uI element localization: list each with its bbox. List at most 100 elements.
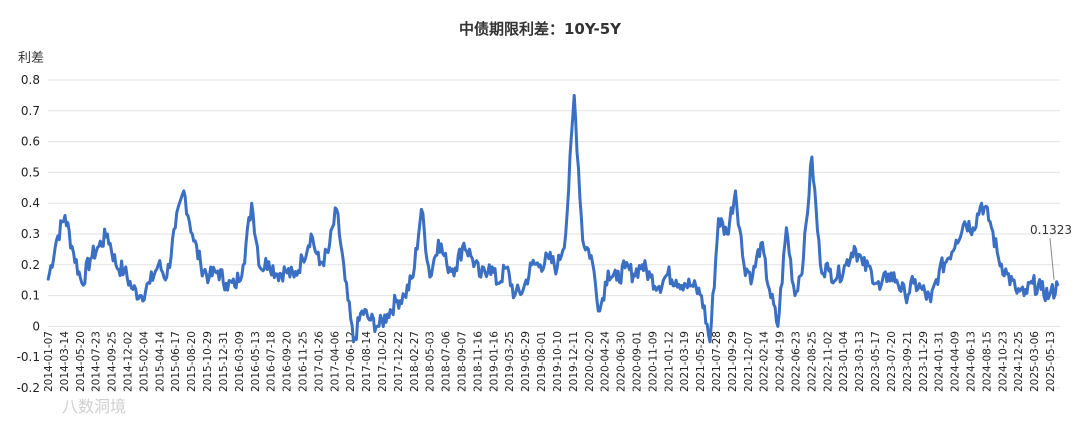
- x-tick-label: 2016-03-09: [234, 331, 246, 392]
- data-point: [964, 221, 966, 223]
- data-point: [879, 288, 881, 290]
- data-point: [166, 276, 168, 278]
- x-tick-label: 2023-01-04: [838, 331, 850, 392]
- data-point: [573, 94, 575, 96]
- x-tick-label: 2015-04-14: [154, 331, 166, 392]
- data-point: [378, 325, 380, 327]
- data-point: [675, 279, 677, 281]
- x-tick-label: 2019-12-11: [568, 331, 580, 392]
- data-point: [497, 282, 499, 284]
- data-point: [225, 282, 227, 284]
- x-tick-label: 2021-07-28: [711, 331, 723, 392]
- data-point: [429, 276, 431, 278]
- data-point: [386, 313, 389, 315]
- series-layer: [46, 93, 1060, 344]
- x-tick-label: 2021-01-12: [663, 331, 675, 392]
- x-tick-label: 2014-12-02: [123, 331, 135, 392]
- data-point: [904, 295, 906, 297]
- data-point: [234, 285, 236, 287]
- data-point: [641, 264, 643, 266]
- data-point: [1023, 295, 1025, 297]
- data-point: [913, 282, 915, 284]
- data-point: [599, 310, 601, 312]
- data-point: [310, 233, 312, 235]
- data-point: [981, 202, 983, 204]
- x-tick-label: 2023-09-21: [902, 331, 914, 392]
- x-tick-label: 2024-04-09: [950, 331, 962, 392]
- data-point: [1031, 282, 1034, 284]
- x-tick-label: 2018-05-03: [425, 331, 437, 392]
- data-point: [896, 279, 898, 281]
- watermark: 八数洞境: [62, 397, 126, 416]
- data-point: [947, 258, 949, 260]
- data-point: [802, 258, 805, 260]
- data-point: [938, 270, 940, 272]
- data-point: [81, 282, 83, 284]
- y-tick-label: 0.8: [21, 73, 40, 87]
- data-point: [556, 267, 558, 269]
- data-point: [819, 264, 822, 266]
- data-point: [624, 267, 626, 269]
- data-point: [285, 270, 287, 272]
- data-point: [972, 227, 974, 229]
- x-tick-label: 2014-09-25: [107, 331, 119, 392]
- data-point: [658, 285, 660, 287]
- x-tick-label: 2021-03-19: [679, 331, 691, 392]
- data-point: [785, 227, 788, 229]
- data-point: [684, 282, 686, 284]
- data-point: [836, 276, 838, 278]
- x-tick-label: 2020-11-09: [647, 331, 659, 392]
- data-point: [998, 258, 1000, 260]
- x-tick-label: 2022-04-19: [775, 331, 787, 392]
- x-tick-label: 2017-12-22: [393, 331, 405, 392]
- data-point: [157, 264, 159, 266]
- x-tick-label: 2016-11-25: [297, 331, 309, 392]
- x-tick-label: 2025-03-06: [1029, 331, 1041, 392]
- data-point: [361, 310, 363, 312]
- y-tick-label: 0.4: [21, 196, 40, 210]
- data-point: [582, 239, 584, 241]
- gridlines: [48, 79, 1060, 389]
- data-point: [633, 273, 635, 275]
- data-point: [55, 239, 58, 241]
- x-tick-label: 2020-09-01: [631, 331, 643, 392]
- x-tick-label: 2014-01-07: [43, 331, 55, 392]
- x-tick-label: 2020-04-24: [600, 331, 612, 392]
- data-point: [471, 258, 473, 260]
- y-tick-label: -0.1: [17, 350, 40, 364]
- x-tick-label: 2020-06-30: [616, 331, 628, 392]
- data-point: [811, 156, 813, 158]
- x-tick-label: 2023-11-29: [918, 331, 930, 392]
- y-tick-label: 0.2: [21, 258, 40, 272]
- y-tick-label: 0.5: [21, 165, 40, 179]
- x-tick-label: 2019-03-25: [504, 331, 516, 392]
- data-label-layer: 0.1323: [1030, 223, 1072, 280]
- data-point: [47, 279, 49, 281]
- data-point: [437, 239, 439, 241]
- x-tick-label: 2022-08-25: [806, 331, 818, 392]
- data-point: [140, 295, 142, 297]
- data-point: [751, 276, 754, 278]
- data-point: [319, 264, 321, 266]
- x-axis-ticks: 2014-01-07 2014-03-14 2014-05-20 2014-07-23…: [43, 331, 1057, 392]
- data-point: [870, 270, 872, 272]
- data-point: [174, 227, 176, 229]
- last-value-label: 0.1323: [1030, 223, 1072, 237]
- data-point: [268, 261, 270, 263]
- data-point: [369, 319, 372, 321]
- y-axis-label: 利差: [18, 51, 44, 66]
- series-line: [46, 93, 1060, 344]
- y-axis-ticks: 0.8 0.7 0.6 0.5 0.4 0.3 0.2 0.1 0 -0.1 -0.2: [17, 73, 40, 395]
- data-point: [794, 295, 796, 297]
- data-point: [590, 255, 592, 257]
- chart-title: 中债期限利差：10Y-5Y: [459, 20, 622, 38]
- data-point: [777, 325, 779, 327]
- data-point: [862, 264, 864, 266]
- data-point: [454, 267, 456, 269]
- x-tick-label: 2021-12-07: [743, 331, 755, 392]
- x-tick-label: 2024-01-31: [934, 331, 946, 392]
- data-point: [412, 276, 414, 278]
- x-tick-label: 2017-08-14: [361, 331, 373, 392]
- x-tick-label: 2017-01-26: [313, 331, 325, 392]
